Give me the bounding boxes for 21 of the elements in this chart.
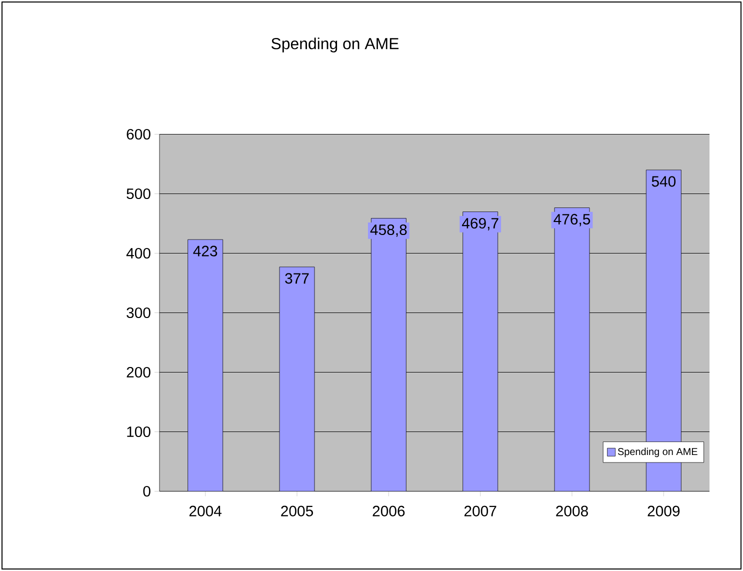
x-tick-label: 2009 [648,506,680,516]
x-tick-label: 2006 [372,506,405,516]
y-tick-label: 400 [126,248,150,259]
data-label: 458,8 [370,224,407,237]
y-tick-label: 300 [126,307,150,318]
y-tick-label: 100 [127,426,150,438]
data-label: 423 [193,246,218,256]
y-tick-label: 600 [126,128,150,140]
y-tick-label: 0 [143,486,150,497]
x-tick-label: 2004 [189,506,222,516]
data-label: 476,5 [554,214,590,226]
y-tick-label: 500 [126,188,150,200]
data-label: 469,7 [462,218,498,230]
x-tick-label: 2007 [464,506,496,516]
data-label: 377 [285,273,309,284]
y-tick-label: 200 [126,366,150,378]
x-tick-label: 2008 [556,506,588,516]
chart-title: Spending on AME [271,38,399,52]
legend-label: Spending on AME [618,448,698,458]
x-tick-label: 2005 [281,506,313,516]
data-label: 540 [652,176,676,187]
